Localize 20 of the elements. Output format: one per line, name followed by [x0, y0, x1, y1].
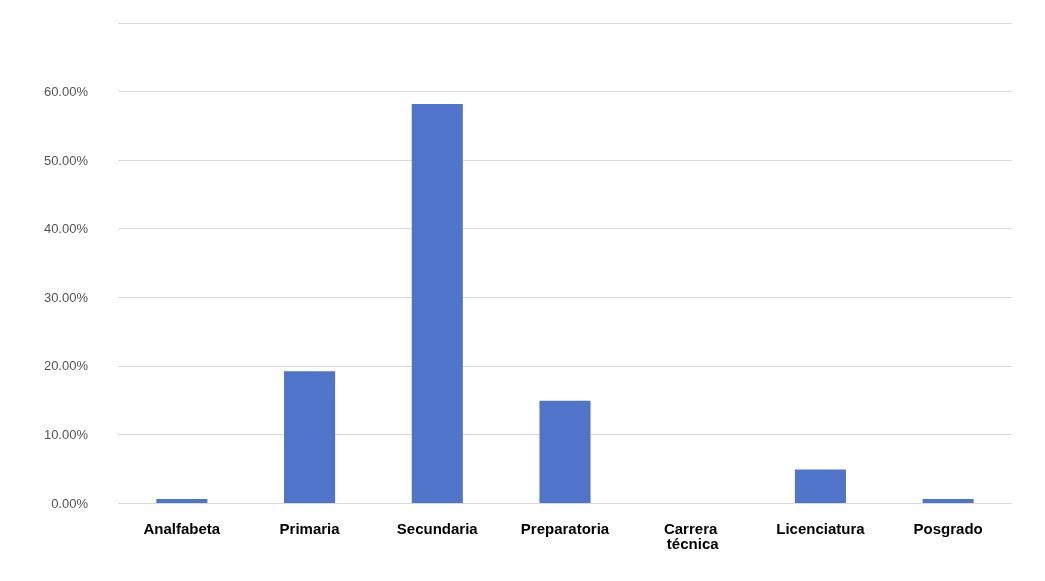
y-tick-label: 50.00%	[43, 152, 89, 168]
y-tick-label: 10.00%	[43, 426, 89, 442]
x-tick-label: Secundaria	[396, 520, 479, 537]
x-tick-label: Carrera técnica	[663, 520, 722, 552]
x-tick-label: Analfabeta	[143, 520, 221, 537]
bar	[922, 498, 974, 503]
x-tick-label: Primaria	[279, 520, 341, 537]
bar	[411, 103, 463, 503]
bar	[794, 469, 846, 503]
x-tick-label: Preparatoria	[520, 520, 610, 537]
bar	[156, 498, 208, 503]
x-tick-label: Posgrado	[913, 520, 983, 537]
y-tick-label: 30.00%	[43, 289, 89, 305]
y-tick-label: 60.00%	[43, 84, 89, 100]
x-tick-label: Licenciatura	[776, 520, 866, 537]
bar	[284, 371, 336, 503]
y-tick-label: 0.00%	[51, 495, 89, 511]
y-tick-label: 20.00%	[43, 358, 89, 374]
bar	[539, 400, 591, 503]
y-tick-label: 40.00%	[43, 221, 89, 237]
